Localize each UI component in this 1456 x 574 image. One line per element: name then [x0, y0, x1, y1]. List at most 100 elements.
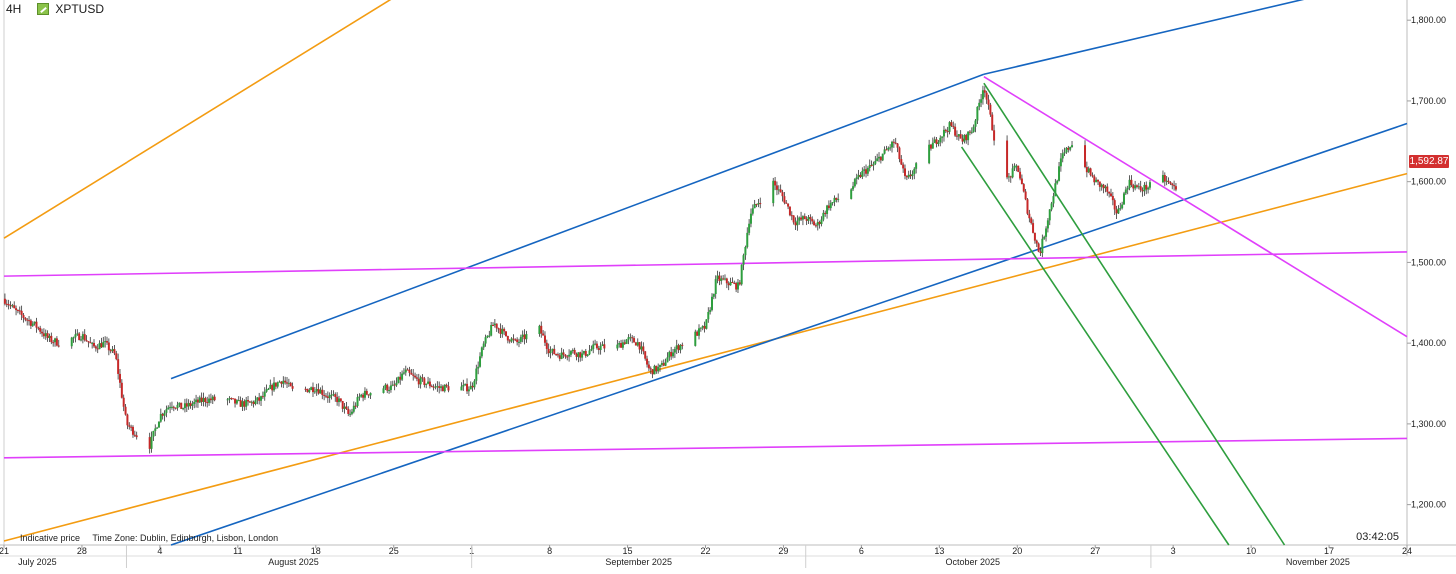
candle-body: [941, 136, 944, 138]
candle-body: [28, 320, 31, 322]
candle-body: [911, 174, 914, 177]
candle-body: [900, 159, 903, 165]
candle-body: [597, 348, 600, 351]
candle-body: [1067, 147, 1070, 150]
candle-body: [881, 153, 884, 161]
trendline[interactable]: [983, 82, 1286, 546]
candle-body: [722, 278, 725, 280]
candle-body: [124, 406, 127, 415]
candle-body: [16, 310, 19, 312]
candle-body: [42, 333, 45, 337]
candle-body: [91, 342, 94, 344]
trendline[interactable]: [3, 0, 394, 239]
candle-body: [915, 163, 918, 169]
candle-body: [584, 351, 587, 356]
candle-body: [748, 223, 751, 233]
candle-body: [805, 219, 808, 221]
candle-body: [425, 383, 428, 385]
candle-body: [853, 179, 856, 187]
trendline[interactable]: [983, 0, 1318, 76]
candle-body: [549, 351, 552, 354]
trendlines[interactable]: [3, 0, 1408, 546]
candle-body: [196, 399, 199, 403]
x-tick-label: 11: [233, 546, 242, 556]
candle-body: [1102, 184, 1105, 189]
candle-body: [642, 346, 645, 352]
candle-body: [1143, 184, 1146, 192]
candle-body: [46, 333, 49, 338]
candle-body: [1084, 145, 1087, 168]
candle-body: [581, 353, 584, 358]
candle-body: [866, 167, 869, 174]
candle-body: [339, 398, 342, 402]
candle-body: [634, 342, 637, 346]
candle-body: [670, 351, 673, 357]
candle-body: [402, 372, 405, 374]
candles: [3, 85, 1177, 454]
trendline[interactable]: [3, 251, 1408, 277]
candle-body: [822, 212, 825, 220]
candle-body: [974, 120, 977, 127]
candle-body: [1145, 184, 1148, 190]
candle-body: [228, 398, 231, 400]
candle-body: [980, 99, 983, 103]
candle-body: [1106, 186, 1109, 192]
timeframe-label[interactable]: 4H: [6, 2, 22, 16]
candle-body: [1173, 185, 1176, 187]
candle-body: [1085, 167, 1088, 173]
candle-body: [904, 168, 907, 176]
candle-body: [501, 328, 504, 334]
trendline[interactable]: [170, 122, 1408, 546]
candle-body: [397, 376, 400, 383]
y-axis[interactable]: 1,200.00 1,300.00 1,400.00 1,500.00 1,600.00…: [1407, 15, 1446, 510]
candle-body: [829, 203, 832, 209]
candle-body: [306, 389, 309, 393]
candle-body: [237, 400, 240, 402]
candle-body: [740, 264, 743, 285]
trendline[interactable]: [983, 76, 1408, 338]
x-axis[interactable]: 212841118251815222961320273101724July 20…: [0, 545, 1412, 568]
candle-body: [672, 352, 675, 357]
candle-body: [384, 384, 387, 389]
candle-body: [939, 137, 942, 143]
trendline[interactable]: [170, 73, 985, 380]
candle-body: [679, 344, 682, 351]
candle-body: [35, 321, 38, 328]
candle-body: [1137, 186, 1140, 188]
trendline[interactable]: [3, 437, 1408, 459]
indicative-price-text: Indicative price: [20, 533, 81, 543]
candle-body: [948, 122, 951, 132]
candle-body: [443, 384, 446, 392]
candle-body: [788, 206, 791, 216]
symbol-label[interactable]: XPTUSD: [55, 2, 105, 16]
candle-body: [542, 333, 545, 336]
candle-body: [1026, 199, 1029, 214]
candle-body: [323, 394, 326, 396]
candle-body: [48, 335, 51, 338]
trendline[interactable]: [960, 146, 1230, 546]
candle-body: [165, 409, 168, 413]
candle-body: [72, 337, 75, 339]
candle-body: [232, 398, 235, 400]
candle-body: [874, 160, 877, 164]
candle-body: [150, 436, 153, 449]
y-tick-label: 1,200.00: [1411, 500, 1446, 510]
candle-body: [94, 346, 97, 349]
candle-body: [363, 390, 366, 398]
candle-body: [475, 368, 478, 381]
candle-body: [107, 342, 110, 351]
candle-body: [777, 189, 780, 191]
candle-body: [1039, 251, 1042, 254]
candle-body: [1135, 185, 1138, 187]
candle-body: [935, 139, 938, 145]
candle-body: [503, 328, 506, 332]
candle-body: [1121, 204, 1124, 209]
candle-body: [621, 342, 624, 348]
candle-body: [627, 337, 630, 340]
candle-body: [480, 347, 483, 357]
candle-body: [673, 349, 676, 353]
candle-body: [254, 400, 257, 405]
candle-body: [404, 369, 407, 373]
trendline[interactable]: [3, 172, 1408, 542]
